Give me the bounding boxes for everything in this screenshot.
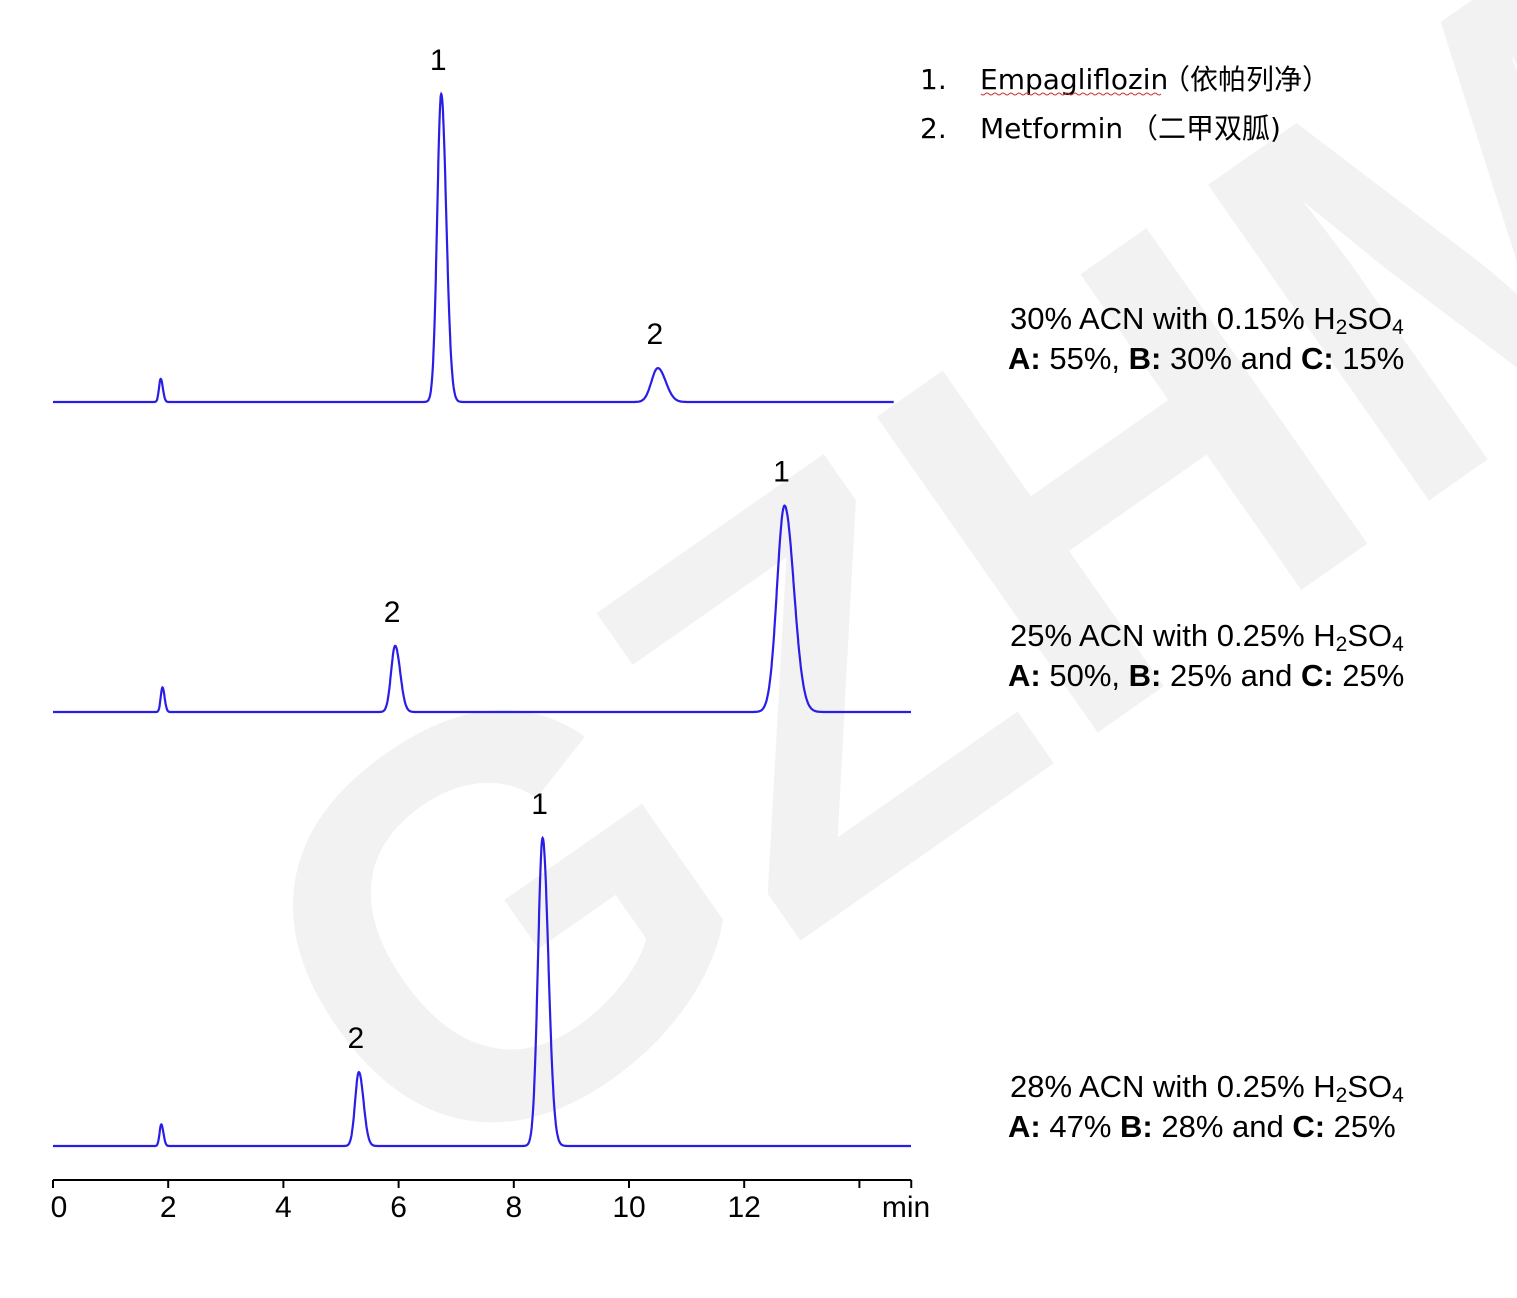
x-tick-label: 6 [390,1191,407,1224]
condition-prefix: 28% ACN with 0.25% [1010,1069,1313,1104]
condition-line1: 28% ACN with 0.25% H2SO4 [1010,1069,1404,1107]
peak-label-2: 2 [646,318,663,351]
formula-h: H [1313,1069,1335,1104]
formula-sub-4: 4 [1392,633,1404,656]
condition-c-label: C: [1301,658,1334,693]
condition-c-val: 15% [1334,341,1405,376]
legend-name-2: Metformin [980,112,1123,145]
legend-num-1: 1. [920,63,947,96]
condition-c-val: 25% [1325,1109,1396,1144]
formula-h: H [1313,618,1335,653]
trace-line-1 [53,91,894,404]
condition-b-val: 30% and [1161,341,1301,376]
condition-line2: A: 50%, B: 25% and C: 25% [1008,658,1404,693]
formula-so: SO [1347,301,1392,336]
formula-sub-2: 2 [1336,633,1348,656]
trace-line-3 [53,835,911,1148]
condition-c-val: 25% [1334,658,1405,693]
trace-line-2 [53,504,911,714]
condition-a-val: 50%, [1041,658,1129,693]
formula-sub-2: 2 [1336,1084,1348,1107]
formula-so: SO [1347,618,1392,653]
formula-sub-4: 4 [1392,316,1404,339]
condition-a-label: A: [1008,341,1041,376]
x-tick-label: 10 [612,1191,645,1224]
condition-prefix: 25% ACN with 0.25% [1010,618,1313,653]
x-tick-label: 8 [505,1191,522,1224]
legend-cn-2: （二甲双胍) [1130,112,1281,145]
x-tick-label: 2 [160,1191,177,1224]
formula-sub-4: 4 [1392,1084,1404,1107]
condition-b-label: B: [1129,658,1162,693]
condition-b-label: B: [1129,341,1162,376]
condition-c-label: C: [1292,1109,1325,1144]
legend-cn-1: （依帕列净） [1162,63,1330,96]
condition-a-label: A: [1008,658,1041,693]
x-tick-label: 4 [275,1191,292,1224]
x-tick-label: 0 [51,1191,68,1224]
condition-a-label: A: [1008,1109,1041,1144]
condition-c-label: C: [1301,341,1334,376]
formula-sub-2: 2 [1336,316,1348,339]
condition-line1: 30% ACN with 0.15% H2SO4 [1010,301,1404,339]
spellcheck-underline [980,92,1162,96]
legend: 1. Empagliflozin （依帕列净） 2. Metformin （二甲… [920,63,1330,145]
condition-prefix: 30% ACN with 0.15% [1010,301,1313,336]
peak-label-2: 2 [348,1022,365,1055]
legend-num-2: 2. [920,112,947,145]
x-tick-label: 12 [728,1191,761,1224]
legend-name-1: Empagliflozin [980,63,1168,96]
formula-so: SO [1347,1069,1392,1104]
x-axis-label: min [882,1191,930,1224]
condition-line2: A: 55%, B: 30% and C: 15% [1008,341,1404,376]
condition-b-val: 25% and [1161,658,1301,693]
peak-label-1: 1 [773,456,790,489]
traces: 1 2 2 1 2 1 [53,44,911,1148]
condition-a-val: 47% [1041,1109,1120,1144]
x-axis: 0 2 4 6 8 10 12 min [51,1179,930,1224]
peak-label-2: 2 [384,596,401,629]
condition-b-val: 28% and [1153,1109,1293,1144]
peak-label-1: 1 [430,44,447,77]
condition-line1: 25% ACN with 0.25% H2SO4 [1010,618,1404,656]
peak-label-1: 1 [531,788,548,821]
condition-a-val: 55%, [1041,341,1129,376]
formula-h: H [1313,301,1335,336]
condition-b-label: B: [1120,1109,1153,1144]
condition-line2: A: 47% B: 28% and C: 25% [1008,1109,1396,1144]
